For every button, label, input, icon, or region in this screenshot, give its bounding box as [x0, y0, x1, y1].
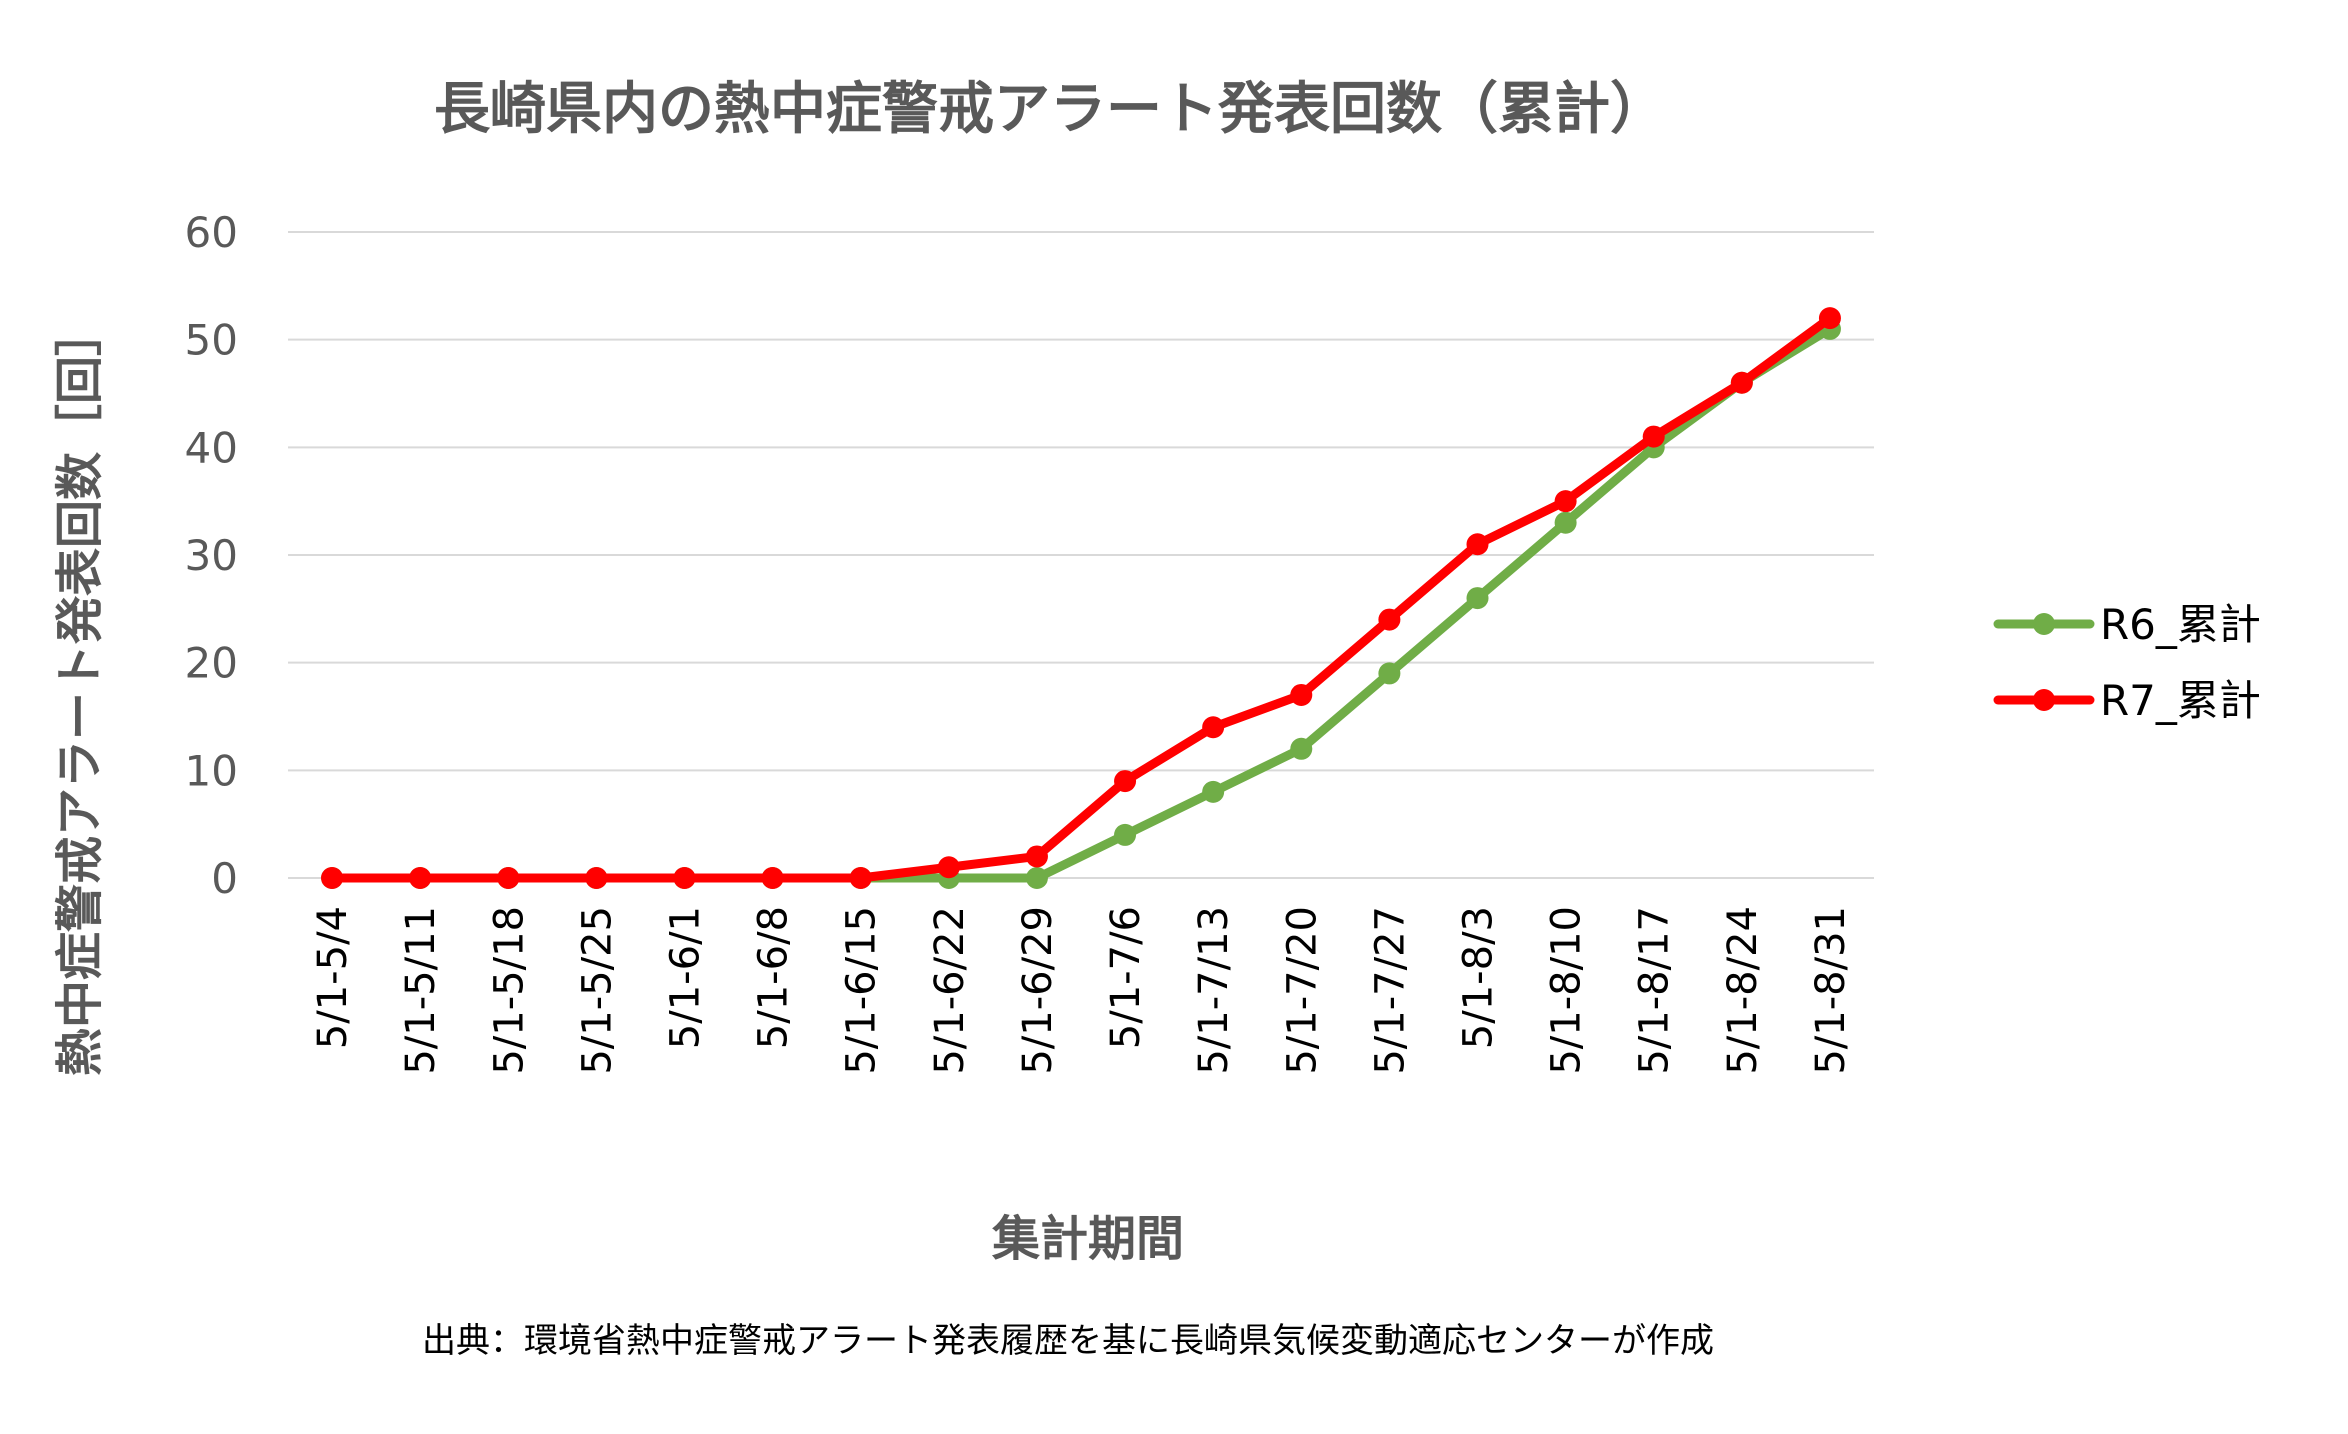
data-point — [1114, 823, 1137, 846]
y-tick-label: 60 — [185, 208, 238, 257]
data-point — [321, 867, 344, 889]
x-tick-label: 5/1-8/10 — [1544, 906, 1590, 1075]
data-point — [1554, 490, 1577, 513]
legend-item: R7_累計 — [1993, 676, 2261, 725]
data-point — [1202, 780, 1225, 803]
chart-title: 長崎県内の熱中症警戒アラート発表回数（累計） — [434, 77, 1666, 142]
x-tick-label: 5/1-8/31 — [1808, 906, 1854, 1075]
data-point — [409, 867, 432, 889]
data-point — [1290, 683, 1313, 706]
series-lines — [321, 307, 1841, 889]
data-point — [1466, 533, 1489, 556]
legend: R6_累計 R7_累計 — [1993, 600, 2261, 725]
x-axis-ticks: 5/1-5/4 5/1-5/11 5/1-5/18 5/1-5/25 5/1-6/1 5/… — [310, 906, 1854, 1075]
x-tick-label: 5/1-8/17 — [1632, 906, 1678, 1075]
y-axis-title: 熱中症警戒アラート発表回数［回］ — [52, 308, 108, 1076]
series-1 — [321, 307, 1841, 889]
legend-swatch-marker — [2033, 613, 2055, 635]
x-tick-label: 5/1-5/18 — [486, 906, 532, 1075]
legend-label: R6_累計 — [2100, 600, 2261, 649]
legend-item: R6_累計 — [1993, 600, 2261, 649]
x-tick-label: 5/1-6/8 — [751, 906, 797, 1049]
legend-label: R7_累計 — [2100, 676, 2261, 725]
x-tick-label: 5/1-8/3 — [1456, 906, 1502, 1049]
data-point — [849, 867, 872, 889]
y-tick-label: 20 — [185, 639, 238, 688]
y-tick-label: 0 — [211, 854, 238, 903]
x-tick-label: 5/1-7/13 — [1191, 906, 1237, 1075]
data-point — [1025, 845, 1048, 868]
data-point — [497, 867, 520, 889]
x-tick-label: 5/1-8/24 — [1720, 906, 1766, 1075]
data-point — [1290, 737, 1313, 760]
x-axis-title: 集計期間 — [991, 1211, 1184, 1267]
x-tick-label: 5/1-5/11 — [398, 906, 444, 1075]
data-point — [1202, 716, 1225, 739]
data-point — [1378, 608, 1401, 631]
data-point — [761, 867, 784, 889]
data-point — [585, 867, 608, 889]
data-point — [1730, 371, 1753, 394]
x-tick-label: 5/1-7/20 — [1279, 906, 1325, 1075]
data-point — [1378, 662, 1401, 685]
data-point — [1818, 307, 1841, 330]
y-axis-ticks: 0 10 20 30 40 50 60 — [185, 208, 238, 903]
data-point — [1466, 587, 1489, 610]
data-point — [1642, 425, 1665, 448]
series-0 — [321, 317, 1841, 889]
y-tick-label: 10 — [185, 746, 238, 795]
x-tick-label: 5/1-6/15 — [839, 906, 885, 1075]
x-tick-label: 5/1-6/22 — [927, 906, 973, 1075]
gridlines — [288, 231, 1874, 879]
x-tick-label: 5/1-7/6 — [1103, 906, 1149, 1049]
y-tick-label: 40 — [185, 423, 238, 472]
data-point — [937, 856, 960, 879]
data-point — [1025, 867, 1048, 889]
x-tick-label: 5/1-5/4 — [310, 906, 356, 1049]
y-tick-label: 30 — [185, 531, 238, 580]
source-note: 出典：環境省熱中症警戒アラート発表履歴を基に長崎県気候変動適応センターが作成 — [422, 1321, 1714, 1361]
legend-swatch-marker — [2033, 689, 2055, 711]
series-line — [327, 324, 1835, 883]
x-tick-label: 5/1-5/25 — [574, 906, 620, 1075]
y-tick-label: 50 — [185, 316, 238, 365]
series-line — [327, 313, 1835, 883]
data-point — [1554, 511, 1577, 534]
data-point — [673, 867, 696, 889]
x-tick-label: 5/1-7/27 — [1367, 906, 1413, 1075]
x-tick-label: 5/1-6/1 — [663, 906, 709, 1049]
data-point — [1114, 770, 1137, 793]
x-tick-label: 5/1-6/29 — [1015, 906, 1061, 1075]
